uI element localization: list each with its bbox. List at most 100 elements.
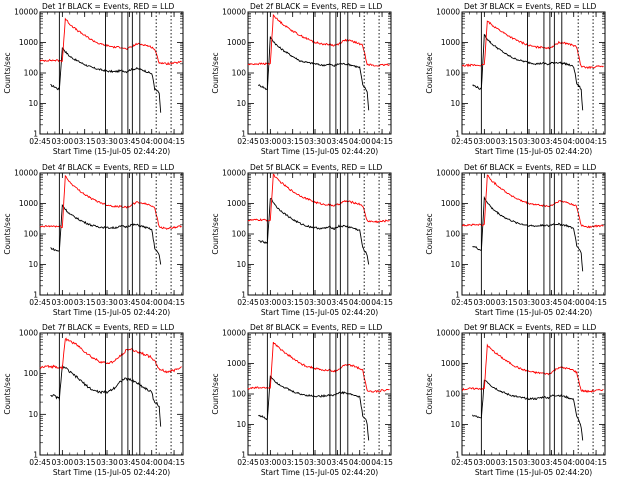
lld-series-line: [461, 343, 604, 394]
x-tick-label: 03:15: [74, 137, 96, 146]
y-tick-label: 100: [232, 230, 247, 239]
lld-series-line: [39, 337, 182, 374]
y-tick-label: 1000: [441, 38, 460, 47]
x-tick-label: 04:15: [585, 137, 607, 146]
x-axis-label: Start Time (15-Jul-05 02:44:20): [53, 147, 170, 156]
y-tick-label: 1000: [19, 38, 38, 47]
y-tick-label: 1: [241, 291, 246, 300]
y-tick-label: 10: [450, 260, 460, 269]
chart-panel-9: Det 9f BLACK = Events, RED = LLD Counts/s…: [425, 323, 607, 477]
lld-series-line: [39, 174, 182, 230]
x-tick-label: 03:30: [304, 458, 326, 467]
lld-series-line: [461, 174, 604, 229]
y-axis-label: Counts/sec: [3, 52, 12, 93]
chart-title: Det 8f BLACK = Events, RED = LLD: [250, 323, 383, 332]
x-tick-label: 03:15: [496, 458, 518, 467]
x-axis-label: Start Time (15-Jul-05 02:44:20): [475, 468, 592, 477]
lld-series-line: [247, 341, 390, 394]
plot-frame: [247, 11, 392, 135]
x-tick-label: 02:45: [29, 137, 51, 146]
y-axis-label: Counts/sec: [211, 373, 220, 414]
y-tick-label: 10000: [436, 329, 460, 338]
x-tick-label: 02:45: [237, 298, 259, 307]
x-axis-label: Start Time (15-Jul-05 02:44:20): [53, 468, 170, 477]
x-tick-label: 03:45: [541, 458, 563, 467]
x-tick-label: 03:30: [304, 137, 326, 146]
x-tick-label: 02:45: [237, 458, 259, 467]
chart-panel-8: Det 8f BLACK = Events, RED = LLD Counts/s…: [211, 323, 393, 477]
x-tick-label: 03:30: [304, 298, 326, 307]
lld-series-line: [39, 17, 182, 66]
x-tick-label: 03:00: [474, 458, 496, 467]
y-axis-label: Counts/sec: [211, 213, 220, 254]
y-axis-label: Counts/sec: [3, 373, 12, 414]
y-tick-label: 1000: [441, 199, 460, 208]
x-tick-label: 03:30: [518, 298, 540, 307]
y-tick-label: 10000: [14, 169, 38, 178]
y-tick-label: 1: [33, 451, 38, 460]
x-tick-label: 02:45: [237, 137, 259, 146]
chart-panel-1: Det 1f BLACK = Events, RED = LLD Counts/s…: [3, 2, 185, 156]
chart-panel-4: Det 4f BLACK = Events, RED = LLD Counts/s…: [3, 163, 185, 317]
x-tick-label: 02:45: [29, 298, 51, 307]
x-tick-label: 04:15: [371, 458, 393, 467]
y-axis-label: Counts/sec: [3, 213, 12, 254]
plot-frame: [39, 332, 184, 456]
plot-frame: [461, 11, 606, 135]
x-tick-label: 03:15: [496, 298, 518, 307]
y-tick-label: 10: [236, 420, 246, 429]
x-tick-label: 02:45: [451, 298, 473, 307]
y-axis-label: Counts/sec: [211, 52, 220, 93]
x-tick-label: 03:00: [474, 137, 496, 146]
x-tick-label: 03:30: [96, 137, 118, 146]
chart-title: Det 6f BLACK = Events, RED = LLD: [464, 163, 597, 172]
x-tick-label: 04:15: [371, 298, 393, 307]
y-tick-label: 1: [33, 291, 38, 300]
y-tick-label: 1000: [19, 329, 38, 338]
chart-panel-7: Det 7f BLACK = Events, RED = LLD Counts/s…: [3, 323, 185, 477]
x-tick-label: 03:30: [96, 458, 118, 467]
y-tick-label: 10: [450, 420, 460, 429]
y-tick-label: 1: [455, 291, 460, 300]
x-axis-label: Start Time (15-Jul-05 02:44:20): [53, 308, 170, 317]
plot-frame: [461, 172, 606, 296]
y-axis-label: Counts/sec: [425, 52, 434, 93]
x-axis-label: Start Time (15-Jul-05 02:44:20): [261, 468, 378, 477]
y-tick-label: 1: [241, 130, 246, 139]
y-tick-label: 100: [232, 69, 247, 78]
lld-series-line: [247, 173, 390, 224]
x-tick-label: 03:45: [327, 137, 349, 146]
y-tick-label: 100: [446, 390, 461, 399]
x-tick-label: 04:15: [585, 458, 607, 467]
chart-panel-5: Det 5f BLACK = Events, RED = LLD Counts/s…: [211, 163, 393, 317]
y-tick-label: 1000: [441, 359, 460, 368]
y-tick-label: 10: [450, 99, 460, 108]
chart-title: Det 4f BLACK = Events, RED = LLD: [42, 163, 175, 172]
y-tick-label: 10: [28, 410, 38, 419]
lld-series-line: [462, 20, 604, 70]
y-tick-label: 1000: [227, 359, 246, 368]
chart-title: Det 2f BLACK = Events, RED = LLD: [250, 2, 383, 11]
x-tick-label: 04:00: [563, 458, 585, 467]
y-tick-label: 10: [28, 99, 38, 108]
x-tick-label: 04:00: [563, 298, 585, 307]
x-tick-label: 03:15: [74, 458, 96, 467]
y-tick-label: 100: [232, 390, 247, 399]
y-tick-label: 10000: [14, 8, 38, 17]
x-tick-label: 03:45: [327, 298, 349, 307]
x-axis-label: Start Time (15-Jul-05 02:44:20): [475, 147, 592, 156]
x-tick-label: 04:15: [371, 137, 393, 146]
y-tick-label: 1000: [227, 199, 246, 208]
x-tick-label: 03:00: [260, 458, 282, 467]
chart-panel-2: Det 2f BLACK = Events, RED = LLD Counts/s…: [211, 2, 393, 156]
y-tick-label: 100: [446, 230, 461, 239]
x-axis-label: Start Time (15-Jul-05 02:44:20): [261, 308, 378, 317]
x-tick-label: 03:15: [496, 137, 518, 146]
lld-series-line: [247, 13, 390, 67]
y-tick-label: 1: [455, 130, 460, 139]
y-axis-label: Counts/sec: [425, 373, 434, 414]
x-tick-label: 04:15: [163, 298, 185, 307]
x-tick-label: 03:15: [74, 298, 96, 307]
chart-title: Det 9f BLACK = Events, RED = LLD: [464, 323, 597, 332]
